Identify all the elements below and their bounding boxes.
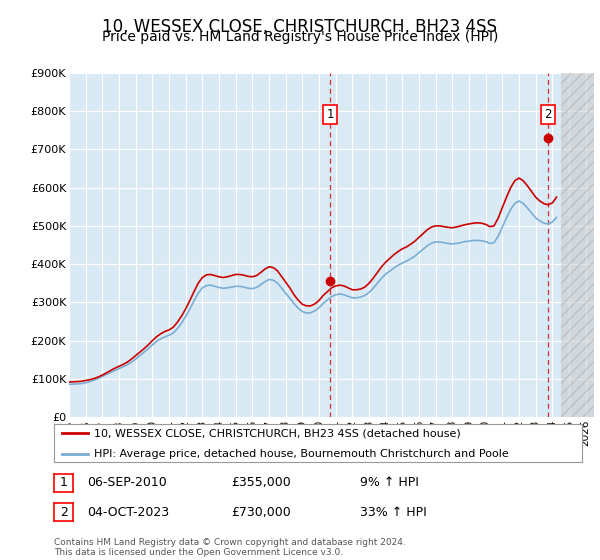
Text: 04-OCT-2023: 04-OCT-2023	[87, 506, 169, 519]
Text: Contains HM Land Registry data © Crown copyright and database right 2024.
This d: Contains HM Land Registry data © Crown c…	[54, 538, 406, 557]
Text: 1: 1	[59, 476, 68, 489]
Text: £355,000: £355,000	[231, 476, 291, 489]
Text: £730,000: £730,000	[231, 506, 291, 519]
Text: 06-SEP-2010: 06-SEP-2010	[87, 476, 167, 489]
Text: 33% ↑ HPI: 33% ↑ HPI	[360, 506, 427, 519]
Text: Price paid vs. HM Land Registry's House Price Index (HPI): Price paid vs. HM Land Registry's House …	[102, 30, 498, 44]
Text: 2: 2	[544, 108, 552, 120]
Text: HPI: Average price, detached house, Bournemouth Christchurch and Poole: HPI: Average price, detached house, Bour…	[94, 449, 508, 459]
Text: 10, WESSEX CLOSE, CHRISTCHURCH, BH23 4SS (detached house): 10, WESSEX CLOSE, CHRISTCHURCH, BH23 4SS…	[94, 429, 460, 439]
Bar	[560, 73, 594, 417]
Text: 1: 1	[326, 108, 334, 120]
Text: 9% ↑ HPI: 9% ↑ HPI	[360, 476, 419, 489]
Text: 10, WESSEX CLOSE, CHRISTCHURCH, BH23 4SS: 10, WESSEX CLOSE, CHRISTCHURCH, BH23 4SS	[103, 18, 497, 36]
Text: 2: 2	[59, 506, 68, 519]
